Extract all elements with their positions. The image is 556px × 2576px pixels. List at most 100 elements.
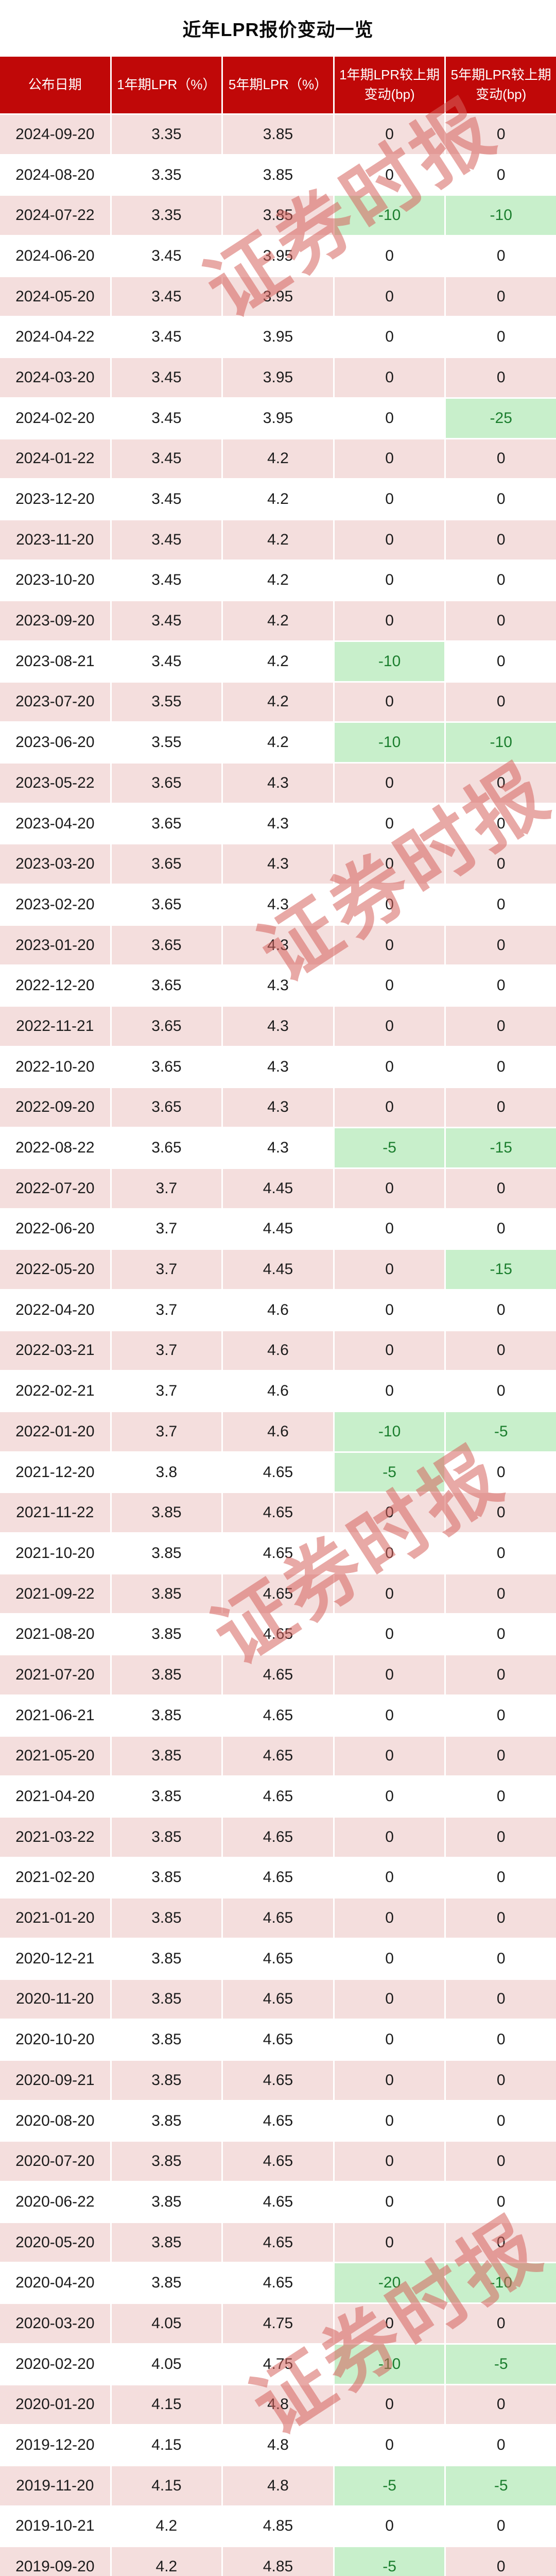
date-cell: 2022-11-21 bbox=[0, 1007, 110, 1046]
column-header-lpr-1y: 1年期LPR（%） bbox=[111, 57, 222, 113]
lpr-5y-cell: 4.2 bbox=[223, 601, 333, 640]
lpr-1y-cell: 4.2 bbox=[111, 2547, 222, 2576]
chg-5y-cell: 0 bbox=[446, 1371, 556, 1411]
lpr-1y-cell: 3.7 bbox=[111, 1250, 222, 1289]
chg-5y-cell: 0 bbox=[446, 2223, 556, 2262]
chg-5y-cell: 0 bbox=[446, 1736, 556, 1776]
chg-1y-cell: 0 bbox=[334, 398, 445, 438]
chg-1y-cell: 0 bbox=[334, 764, 445, 803]
date-cell: 2024-06-20 bbox=[0, 236, 110, 276]
chg-1y-cell: -10 bbox=[334, 1412, 445, 1451]
date-cell: 2024-01-22 bbox=[0, 439, 110, 479]
lpr-5y-cell: 4.65 bbox=[223, 1452, 333, 1492]
lpr-5y-cell: 4.3 bbox=[223, 1088, 333, 1127]
lpr-5y-cell: 4.65 bbox=[223, 2263, 333, 2303]
lpr-5y-cell: 4.8 bbox=[223, 2466, 333, 2505]
lpr-5y-cell: 4.65 bbox=[223, 2020, 333, 2059]
chg-5y-cell: 0 bbox=[446, 844, 556, 884]
lpr-5y-cell: 4.6 bbox=[223, 1371, 333, 1411]
chg-1y-cell: 0 bbox=[334, 2142, 445, 2181]
chg-5y-cell: 0 bbox=[446, 1777, 556, 1816]
chg-1y-cell: 0 bbox=[334, 601, 445, 640]
chg-5y-cell: 0 bbox=[446, 1696, 556, 1735]
chg-1y-cell: 0 bbox=[334, 1168, 445, 1208]
date-cell: 2021-10-20 bbox=[0, 1534, 110, 1573]
lpr-5y-cell: 4.3 bbox=[223, 764, 333, 803]
lpr-5y-cell: 3.95 bbox=[223, 277, 333, 316]
chg-1y-cell: 0 bbox=[334, 480, 445, 519]
lpr-1y-cell: 3.45 bbox=[111, 358, 222, 397]
date-cell: 2020-12-21 bbox=[0, 1939, 110, 1978]
chg-5y-cell: 0 bbox=[446, 804, 556, 843]
chg-5y-cell: -10 bbox=[446, 196, 556, 235]
lpr-5y-cell: 4.6 bbox=[223, 1290, 333, 1330]
date-cell: 2021-12-20 bbox=[0, 1452, 110, 1492]
lpr-1y-cell: 3.35 bbox=[111, 115, 222, 154]
chg-1y-cell: 0 bbox=[334, 1088, 445, 1127]
lpr-5y-cell: 4.8 bbox=[223, 2385, 333, 2425]
lpr-5y-cell: 4.3 bbox=[223, 844, 333, 884]
lpr-5y-cell: 4.8 bbox=[223, 2426, 333, 2465]
chg-1y-cell: 0 bbox=[334, 155, 445, 195]
date-cell: 2021-05-20 bbox=[0, 1736, 110, 1776]
lpr-5y-cell: 3.95 bbox=[223, 398, 333, 438]
date-cell: 2023-08-21 bbox=[0, 641, 110, 681]
chg-5y-cell: -5 bbox=[446, 1412, 556, 1451]
lpr-1y-cell: 3.45 bbox=[111, 277, 222, 316]
chg-5y-cell: 0 bbox=[446, 1290, 556, 1330]
chg-1y-cell: 0 bbox=[334, 1331, 445, 1370]
date-cell: 2021-02-20 bbox=[0, 1858, 110, 1897]
chg-1y-cell: 0 bbox=[334, 1209, 445, 1249]
lpr-5y-cell: 4.3 bbox=[223, 885, 333, 924]
chg-1y-cell: 0 bbox=[334, 1655, 445, 1694]
chg-5y-cell: 0 bbox=[446, 2020, 556, 2059]
lpr-5y-cell: 4.45 bbox=[223, 1209, 333, 1249]
lpr-5y-cell: 4.65 bbox=[223, 2142, 333, 2181]
lpr-1y-cell: 3.85 bbox=[111, 2223, 222, 2262]
date-cell: 2022-01-20 bbox=[0, 1412, 110, 1451]
lpr-5y-cell: 4.65 bbox=[223, 1615, 333, 1654]
chg-1y-cell: 0 bbox=[334, 520, 445, 560]
date-cell: 2022-03-21 bbox=[0, 1331, 110, 1370]
chg-5y-cell: 0 bbox=[446, 520, 556, 560]
chg-1y-cell: 0 bbox=[334, 115, 445, 154]
date-cell: 2021-06-21 bbox=[0, 1696, 110, 1735]
lpr-1y-cell: 3.65 bbox=[111, 1007, 222, 1046]
chg-1y-cell: -20 bbox=[334, 2263, 445, 2303]
title-area: 近年LPR报价变动一览 bbox=[0, 0, 556, 57]
lpr-5y-cell: 4.65 bbox=[223, 1574, 333, 1614]
lpr-1y-cell: 3.45 bbox=[111, 236, 222, 276]
lpr-5y-cell: 4.65 bbox=[223, 1736, 333, 1776]
date-cell: 2022-07-20 bbox=[0, 1168, 110, 1208]
chg-1y-cell: 0 bbox=[334, 1007, 445, 1046]
chg-5y-cell: 0 bbox=[446, 2182, 556, 2222]
date-cell: 2020-06-22 bbox=[0, 2182, 110, 2222]
chg-5y-cell: 0 bbox=[446, 1452, 556, 1492]
date-cell: 2022-02-21 bbox=[0, 1371, 110, 1411]
date-cell: 2019-10-21 bbox=[0, 2506, 110, 2546]
date-cell: 2019-09-20 bbox=[0, 2547, 110, 2576]
lpr-5y-cell: 4.65 bbox=[223, 1777, 333, 1816]
chg-1y-cell: 0 bbox=[334, 2061, 445, 2100]
lpr-1y-cell: 3.7 bbox=[111, 1290, 222, 1330]
chg-1y-cell: 0 bbox=[334, 1250, 445, 1289]
chg-5y-cell: 0 bbox=[446, 966, 556, 1006]
chg-1y-cell: 0 bbox=[334, 2304, 445, 2343]
date-cell: 2024-05-20 bbox=[0, 277, 110, 316]
lpr-1y-cell: 3.85 bbox=[111, 1939, 222, 1978]
lpr-5y-cell: 4.65 bbox=[223, 1493, 333, 1533]
lpr-5y-cell: 4.75 bbox=[223, 2304, 333, 2343]
lpr-5y-cell: 4.2 bbox=[223, 641, 333, 681]
lpr-1y-cell: 3.45 bbox=[111, 317, 222, 357]
chg-5y-cell: 0 bbox=[446, 561, 556, 600]
lpr-5y-cell: 4.65 bbox=[223, 2223, 333, 2262]
chg-5y-cell: 0 bbox=[446, 1209, 556, 1249]
chg-1y-cell: 0 bbox=[334, 2385, 445, 2425]
chg-1y-cell: 0 bbox=[334, 277, 445, 316]
lpr-1y-cell: 3.85 bbox=[111, 1736, 222, 1776]
date-cell: 2022-06-20 bbox=[0, 1209, 110, 1249]
chg-5y-cell: 0 bbox=[446, 1615, 556, 1654]
lpr-5y-cell: 4.2 bbox=[223, 480, 333, 519]
chg-1y-cell: 0 bbox=[334, 1290, 445, 1330]
lpr-1y-cell: 3.7 bbox=[111, 1412, 222, 1451]
